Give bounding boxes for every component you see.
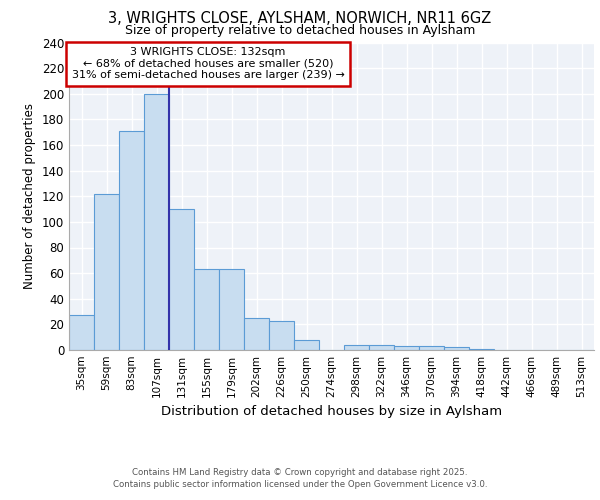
- Bar: [94, 194, 119, 350]
- Bar: [169, 209, 194, 350]
- Bar: [369, 345, 394, 350]
- Text: Contains HM Land Registry data © Crown copyright and database right 2025.
Contai: Contains HM Land Registry data © Crown c…: [113, 468, 487, 489]
- Bar: [269, 320, 294, 350]
- Bar: [394, 346, 419, 350]
- Bar: [69, 316, 94, 350]
- Bar: [194, 270, 219, 350]
- Bar: [294, 340, 319, 350]
- Bar: [469, 348, 494, 350]
- Text: 3 WRIGHTS CLOSE: 132sqm
← 68% of detached houses are smaller (520)
31% of semi-d: 3 WRIGHTS CLOSE: 132sqm ← 68% of detache…: [71, 47, 344, 80]
- Y-axis label: Number of detached properties: Number of detached properties: [23, 104, 36, 289]
- X-axis label: Distribution of detached houses by size in Aylsham: Distribution of detached houses by size …: [161, 406, 502, 418]
- Text: 3, WRIGHTS CLOSE, AYLSHAM, NORWICH, NR11 6GZ: 3, WRIGHTS CLOSE, AYLSHAM, NORWICH, NR11…: [109, 11, 491, 26]
- Text: Size of property relative to detached houses in Aylsham: Size of property relative to detached ho…: [125, 24, 475, 37]
- Bar: [244, 318, 269, 350]
- Bar: [219, 270, 244, 350]
- Bar: [419, 346, 444, 350]
- Bar: [444, 348, 469, 350]
- Bar: [119, 131, 144, 350]
- Bar: [344, 345, 369, 350]
- Bar: [144, 94, 169, 350]
